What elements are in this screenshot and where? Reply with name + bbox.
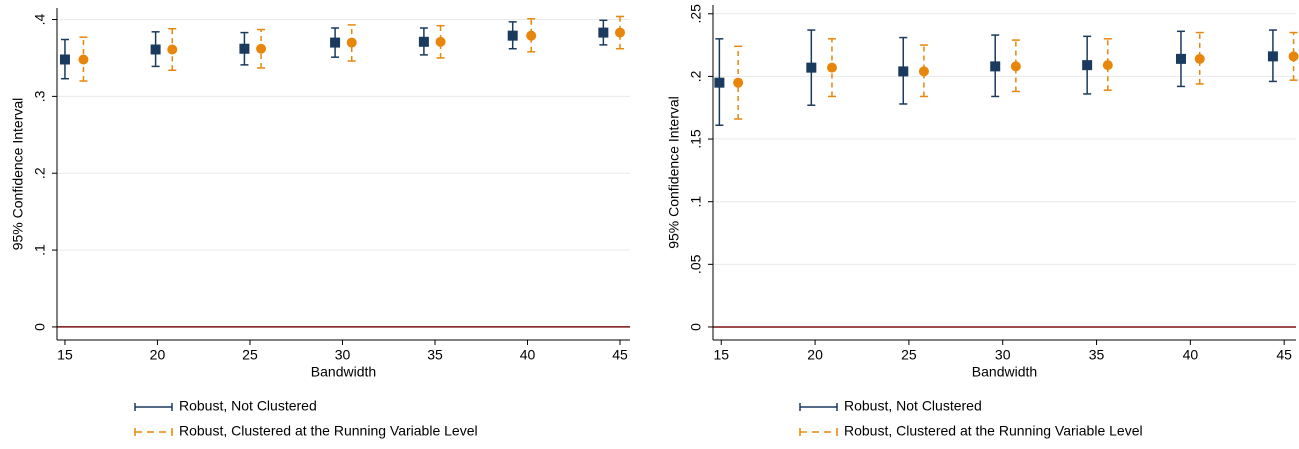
x-tick-label: 35	[1089, 347, 1105, 363]
point-marker	[714, 77, 725, 88]
x-axis-label: Bandwidth	[972, 364, 1037, 380]
point-marker	[239, 43, 250, 54]
y-tick-label: 0	[32, 323, 48, 331]
point-marker	[330, 37, 341, 48]
point-marker	[733, 77, 744, 88]
x-tick-label: 30	[995, 347, 1011, 363]
y-tick-label: .3	[32, 90, 48, 102]
x-axis-label: Bandwidth	[311, 364, 376, 380]
point-marker	[1194, 53, 1205, 64]
y-tick-label: .25	[688, 4, 704, 24]
point-marker	[59, 54, 70, 65]
point-marker	[1175, 53, 1186, 64]
y-axis-label: 95% Confidence Interval	[666, 96, 682, 249]
point-marker	[615, 27, 626, 38]
point-marker	[1288, 51, 1299, 62]
point-marker	[918, 66, 929, 77]
x-tick-label: 35	[427, 347, 443, 363]
x-tick-label: 20	[150, 347, 166, 363]
x-tick-label: 20	[807, 347, 823, 363]
point-marker	[346, 37, 357, 48]
point-marker	[898, 66, 909, 77]
y-axis-label: 95% Confidence Interval	[10, 98, 26, 251]
point-marker	[418, 36, 429, 47]
point-marker	[507, 30, 518, 41]
x-tick-label: 15	[57, 347, 73, 363]
x-tick-label: 40	[520, 347, 536, 363]
legend-label: Robust, Clustered at the Running Variabl…	[179, 423, 478, 439]
point-marker	[598, 27, 609, 38]
y-tick-label: .15	[688, 129, 704, 149]
point-marker	[990, 61, 1001, 72]
y-tick-label: .1	[688, 196, 704, 208]
y-tick-label: .05	[688, 254, 704, 274]
x-tick-label: 30	[335, 347, 351, 363]
point-marker	[806, 62, 817, 73]
x-tick-label: 40	[1183, 347, 1199, 363]
x-tick-label: 15	[713, 347, 729, 363]
point-marker	[1010, 61, 1021, 72]
point-marker	[435, 36, 446, 47]
legend-label: Robust, Clustered at the Running Variabl…	[844, 423, 1143, 439]
point-marker	[256, 43, 267, 54]
legend-label: Robust, Not Clustered	[844, 398, 982, 414]
y-tick-label: .1	[32, 244, 48, 256]
point-marker	[1082, 60, 1093, 71]
x-tick-label: 25	[901, 347, 917, 363]
y-tick-label: .2	[688, 70, 704, 82]
point-marker	[167, 44, 178, 55]
point-marker	[150, 44, 161, 55]
point-marker	[1102, 60, 1113, 71]
point-marker	[78, 54, 89, 65]
point-marker	[1267, 51, 1278, 62]
y-tick-label: .4	[32, 13, 48, 25]
y-tick-label: .2	[32, 167, 48, 179]
point-marker	[826, 62, 837, 73]
x-tick-label: 45	[1276, 347, 1292, 363]
y-tick-label: 0	[688, 323, 704, 331]
legend-label: Robust, Not Clustered	[179, 398, 317, 414]
x-tick-label: 25	[242, 347, 258, 363]
x-tick-label: 45	[612, 347, 628, 363]
point-marker	[526, 30, 537, 41]
